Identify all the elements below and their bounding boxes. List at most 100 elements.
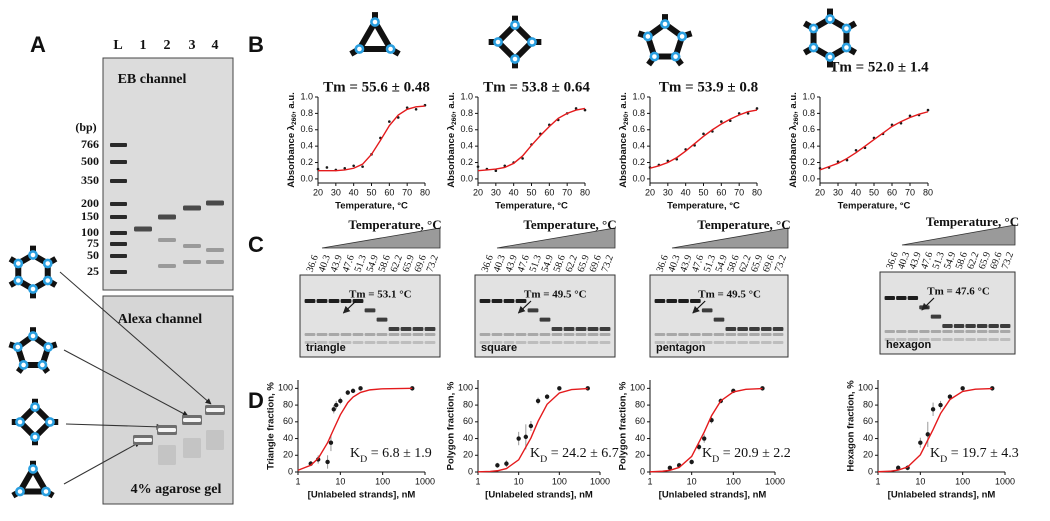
x-tick-label: 30 [491, 187, 501, 197]
ladder-band [110, 179, 127, 183]
gel-band [896, 338, 907, 341]
y-tick-label: 20 [635, 450, 645, 460]
gel-band [930, 330, 942, 333]
gel-band [206, 260, 224, 264]
y-tick-label: 80 [283, 399, 293, 409]
gel-band [183, 205, 201, 211]
x-tick-label: 80 [420, 187, 430, 197]
y-tick-label: 0.2 [300, 157, 313, 167]
text-part: = 6.8 ± 1.9 [367, 446, 432, 461]
data-point [930, 407, 936, 412]
gel-band [316, 299, 328, 303]
x-axis-label: Temperature, °C [838, 201, 911, 212]
gel-band [340, 299, 352, 303]
gel-band [328, 341, 340, 344]
data-point [925, 432, 930, 437]
gel-band [424, 341, 436, 344]
gel-band [1000, 324, 1011, 328]
gel-band [563, 341, 575, 344]
text-part: , a.u. [618, 92, 629, 114]
text-part: = 19.7 ± 4.3 [947, 446, 1019, 461]
data-point [544, 394, 550, 399]
gel-band [352, 333, 364, 336]
x-tick-label: 10 [915, 476, 925, 486]
vertex [370, 17, 380, 27]
data-point [557, 386, 562, 391]
gel-band [491, 299, 503, 303]
gel-band [599, 327, 611, 331]
gel-band [666, 299, 678, 303]
text-part: K [530, 446, 540, 461]
gel-band [907, 330, 919, 333]
fit-line [318, 105, 426, 172]
tm-label: Tm = 49.5 °C [524, 289, 587, 301]
data-point [854, 148, 858, 152]
gel-band [772, 327, 784, 331]
structure-icon [349, 12, 401, 57]
subscript: D [712, 454, 719, 465]
gel-band [364, 333, 376, 336]
gel-band [551, 341, 563, 344]
x-tick-label: 1000 [995, 476, 1015, 486]
y-tick-label: 0.0 [460, 173, 473, 183]
temperature-wedge [321, 227, 441, 249]
x-tick-label: 50 [869, 187, 879, 197]
edge [372, 20, 394, 51]
structure-icon [802, 8, 858, 68]
structure-icon [488, 15, 542, 69]
x-tick-label: 20 [473, 187, 483, 197]
gel-band [701, 333, 713, 336]
data-point [325, 166, 329, 169]
x-tick-label: 10 [687, 476, 697, 486]
gel-band [953, 324, 965, 328]
chart-title: Tm = 55.6 ± 0.48 [323, 79, 430, 95]
x-tick-label: 10 [514, 476, 524, 486]
structure-icon [11, 398, 59, 446]
gel-band [942, 324, 953, 328]
gel-band [539, 341, 551, 344]
arrow [59, 271, 212, 405]
gel-band [376, 333, 388, 336]
arrow [65, 423, 163, 430]
temperature-tick: 73.2 [425, 254, 441, 274]
gel-band [1000, 330, 1011, 333]
gel-band [965, 324, 976, 328]
data-point [760, 386, 765, 391]
y-axis-label: Absorbance λ260, a.u. [788, 92, 801, 188]
ladder-band [110, 270, 127, 274]
gel-band [749, 327, 760, 331]
annotation: KD = 19.7 ± 4.3 [930, 446, 1019, 465]
gel-band [930, 338, 942, 341]
gel-band [737, 333, 748, 336]
gel-band [340, 333, 352, 336]
data-point [746, 112, 750, 115]
gel-band [412, 327, 424, 331]
gel-band [364, 308, 376, 313]
y-axis-label: Polygon fraction, % [618, 381, 629, 470]
gel-band [725, 327, 737, 331]
vertex [642, 31, 653, 42]
data-point [388, 120, 391, 123]
y-axis-label: Absorbance λ260, a.u. [618, 92, 631, 188]
annotation: KD = 24.2 ± 6.7 [530, 446, 619, 465]
gel-band [352, 341, 364, 344]
vertex [13, 258, 24, 269]
temperature-label: Temperature, °C [926, 214, 1019, 229]
data-point [476, 165, 480, 168]
data-point [316, 167, 320, 171]
vertex [42, 258, 53, 269]
gel-band [953, 330, 965, 333]
gel-band [575, 327, 587, 331]
y-tick-label: 60 [863, 416, 873, 426]
y-tick-label: 0.8 [300, 108, 313, 118]
y-tick-label: 0.4 [632, 141, 645, 151]
y-tick-label: 80 [635, 399, 645, 409]
x-tick-label: 40 [349, 187, 359, 197]
data-point [350, 388, 356, 394]
vertex [841, 23, 852, 34]
temperature-label: Temperature, °C [697, 217, 790, 232]
vertex [45, 417, 55, 427]
ladder-label: 500 [81, 154, 99, 168]
gel-band [206, 408, 224, 412]
